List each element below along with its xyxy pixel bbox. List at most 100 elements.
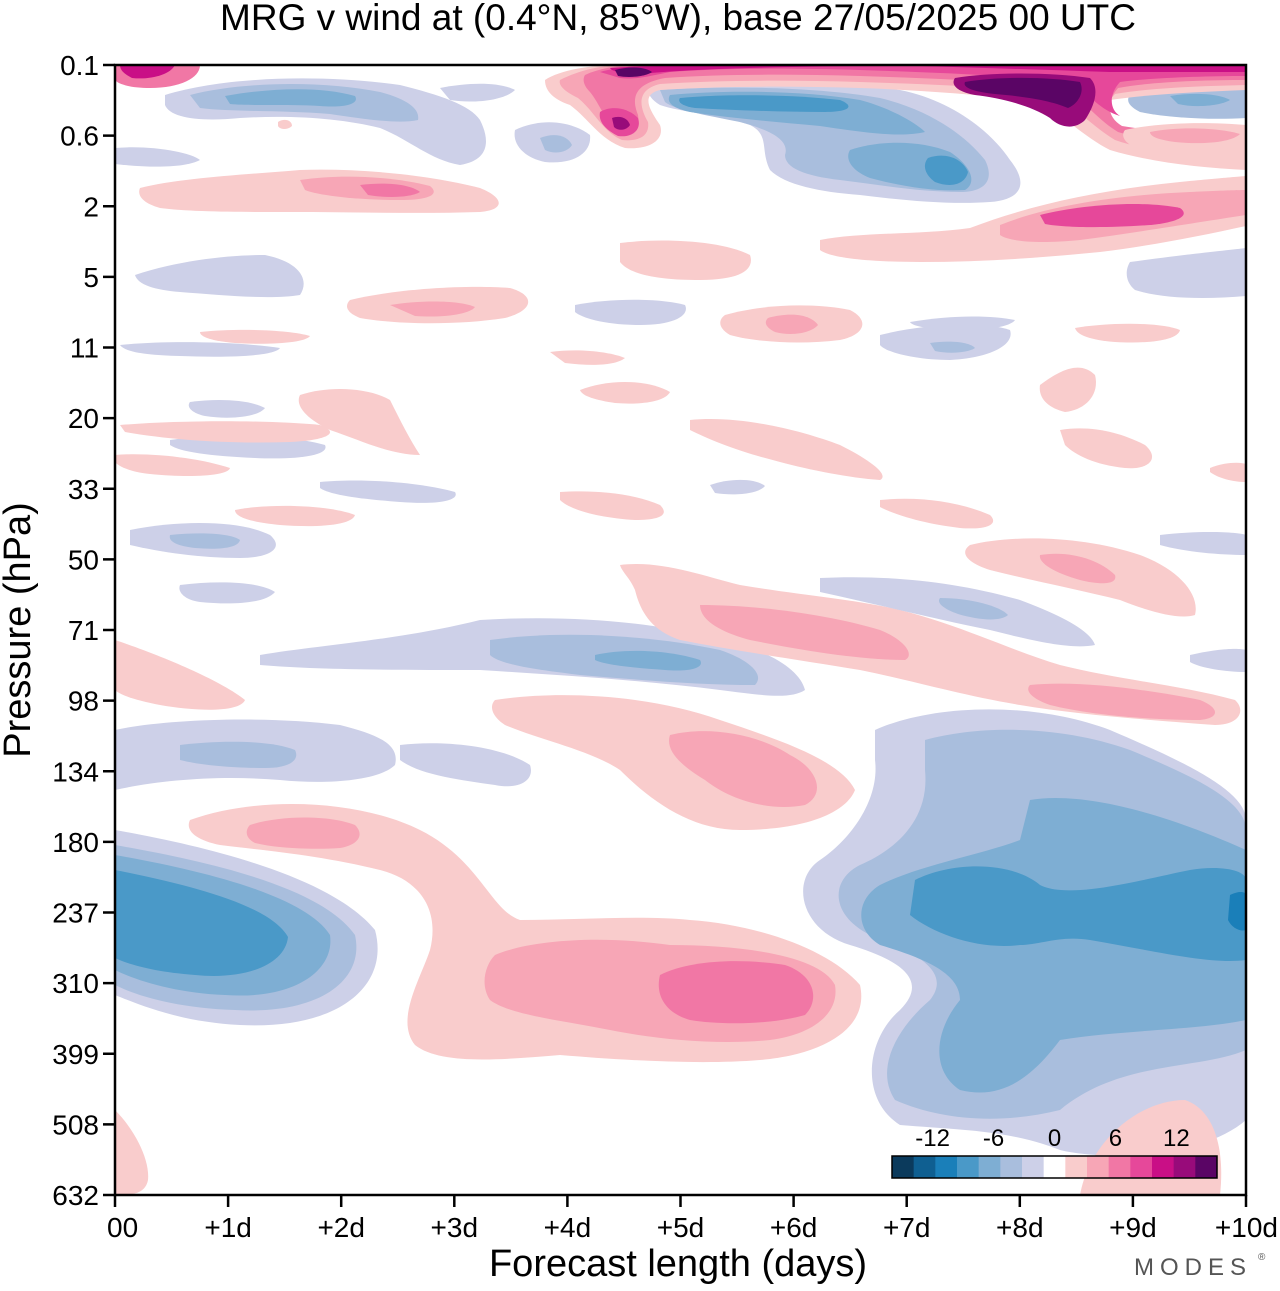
region-pos-bottom-left <box>115 1110 149 1195</box>
region-pos-top-left-l2 <box>120 65 175 79</box>
y-tick-label: 508 <box>52 1109 99 1140</box>
region-pos-top-l5 <box>610 65 1246 74</box>
region-neg-mid-1-l2 <box>169 533 240 549</box>
region-neg-0p5-right-l4 <box>679 95 849 112</box>
region-neg-12hPa <box>120 342 280 357</box>
chart-title: MRG v wind at (0.4°N, 85°W), base 27/05/… <box>220 0 1136 38</box>
region-neg-0p2-mid <box>440 83 515 102</box>
region-pos-lower-left <box>115 640 245 710</box>
y-tick-label: 237 <box>52 898 99 929</box>
colorbar-swatch <box>1022 1156 1045 1178</box>
region-pos-8hPa-l2 <box>390 301 475 317</box>
region-neg-0p3-farright-l3 <box>1170 93 1230 107</box>
region-neg-left-upper-l4 <box>115 870 288 976</box>
colorbar-label: 12 <box>1163 1125 1190 1152</box>
x-tick-label: 00 <box>107 1212 138 1243</box>
y-tick-label: 134 <box>52 756 99 787</box>
modes-watermark: MODES <box>1134 1254 1252 1281</box>
region-pos-2hPa-right-l3 <box>1040 204 1184 228</box>
x-tick-label: +8d <box>996 1212 1044 1243</box>
region-neg-band-71-l3 <box>595 650 701 671</box>
y-tick-label: 310 <box>52 968 99 999</box>
x-axis-label: Forecast length (days) <box>489 1243 867 1285</box>
colorbar-label: -6 <box>983 1125 1004 1152</box>
colorbar-label: 0 <box>1048 1125 1061 1152</box>
contour-field <box>115 65 1246 1195</box>
region-pos-0p2-right-peak <box>964 77 1082 108</box>
y-tick-label: 50 <box>68 544 99 575</box>
region-neg-right-l5 <box>1228 891 1246 931</box>
x-tick-label: +10d <box>1215 1212 1278 1243</box>
region-pos-11hPa-right <box>1075 323 1180 343</box>
region-neg-mid-3-l2 <box>938 598 1008 620</box>
colorbar-swatch <box>1065 1156 1088 1178</box>
y-tick-label: 180 <box>52 827 99 858</box>
region-pos-mid-11 <box>580 381 670 404</box>
colorbar: -12 -6 0 6 12 <box>891 1125 1218 1179</box>
region-pos-band-71-l2 <box>700 605 909 660</box>
x-tick-label: +6d <box>770 1212 818 1243</box>
region-neg-5hPa <box>135 255 304 298</box>
region-pos-mid-10 <box>1039 367 1096 412</box>
colorbar-swatch <box>1087 1156 1110 1178</box>
region-pos-mid-6 <box>690 419 883 480</box>
x-tick-label: +4d <box>544 1212 592 1243</box>
x-tick-label: +3d <box>431 1212 479 1243</box>
region-neg-0p9-left <box>115 147 200 167</box>
region-pos-310-l3 <box>658 961 814 1024</box>
y-tick-label: 33 <box>68 474 99 505</box>
y-tick-label: 0.1 <box>60 50 99 81</box>
region-pos-9hPa-l2 <box>765 314 818 334</box>
registered-mark: ® <box>1258 1252 1266 1263</box>
colorbar-swatch <box>978 1156 1001 1178</box>
region-neg-11hPa-l2 <box>930 341 975 353</box>
region-pos-mid-8 <box>1060 428 1153 469</box>
y-tick-label: 20 <box>68 403 99 434</box>
region-pos-2hPa-left-l3 <box>360 183 420 197</box>
region-pos-band-98-l2 <box>1028 683 1215 720</box>
colorbar-swatch <box>1152 1156 1175 1178</box>
region-neg-mid-2 <box>179 582 275 604</box>
colorbar-label: 6 <box>1109 1125 1122 1152</box>
region-pos-mid-4 <box>298 388 420 455</box>
y-tick-label: 11 <box>70 333 99 364</box>
region-pos-180-l2 <box>246 817 360 849</box>
region-neg-mid-4 <box>1160 531 1246 555</box>
region-neg-0p8-l2 <box>540 135 572 153</box>
region-neg-mid-6 <box>320 480 456 503</box>
region-pos-mid-2 <box>115 454 230 476</box>
colorbar-swatch <box>957 1156 980 1178</box>
colorbar-swatch <box>935 1156 958 1178</box>
region-pos-mid-3 <box>120 421 330 443</box>
region-pos-mid-12 <box>550 350 625 365</box>
region-pos-mid-7 <box>880 498 994 529</box>
region-neg-mid-5 <box>1190 648 1246 672</box>
y-axis-label: Pressure (hPa) <box>0 502 39 758</box>
region-neg-5hPa-right <box>1126 248 1246 298</box>
colorbar-swatch <box>1195 1156 1218 1178</box>
y-tick-label: 2 <box>83 191 99 222</box>
x-tick-label: +5d <box>657 1212 705 1243</box>
y-tick-label: 98 <box>68 686 99 717</box>
y-tick-label: 5 <box>83 262 99 293</box>
colorbar-label: -12 <box>915 1125 950 1152</box>
region-pos-mid-9 <box>1210 462 1246 482</box>
colorbar-frame <box>891 1155 1218 1179</box>
region-pos-50-l2 <box>1039 553 1116 584</box>
region-pos-0p6-small <box>278 119 292 129</box>
x-tick-label: +9d <box>1109 1212 1157 1243</box>
colorbar-swatch <box>1130 1156 1153 1178</box>
y-tick-label: 0.6 <box>60 121 99 152</box>
colorbar-swatch <box>1000 1156 1023 1178</box>
colorbar-swatch <box>1173 1156 1196 1178</box>
region-neg-band-134-b <box>400 743 531 787</box>
y-tick-label: 71 <box>68 615 99 646</box>
region-pos-mid-5 <box>560 491 664 520</box>
region-pos-0p5-l6 <box>612 116 630 130</box>
region-pos-0p6-right-l2 <box>1150 128 1240 144</box>
colorbar-swatch <box>892 1156 915 1178</box>
region-neg-0p3-left-l3 <box>225 89 356 107</box>
x-tick-label: +2d <box>317 1212 365 1243</box>
region-neg-right-l4 <box>910 866 1246 961</box>
